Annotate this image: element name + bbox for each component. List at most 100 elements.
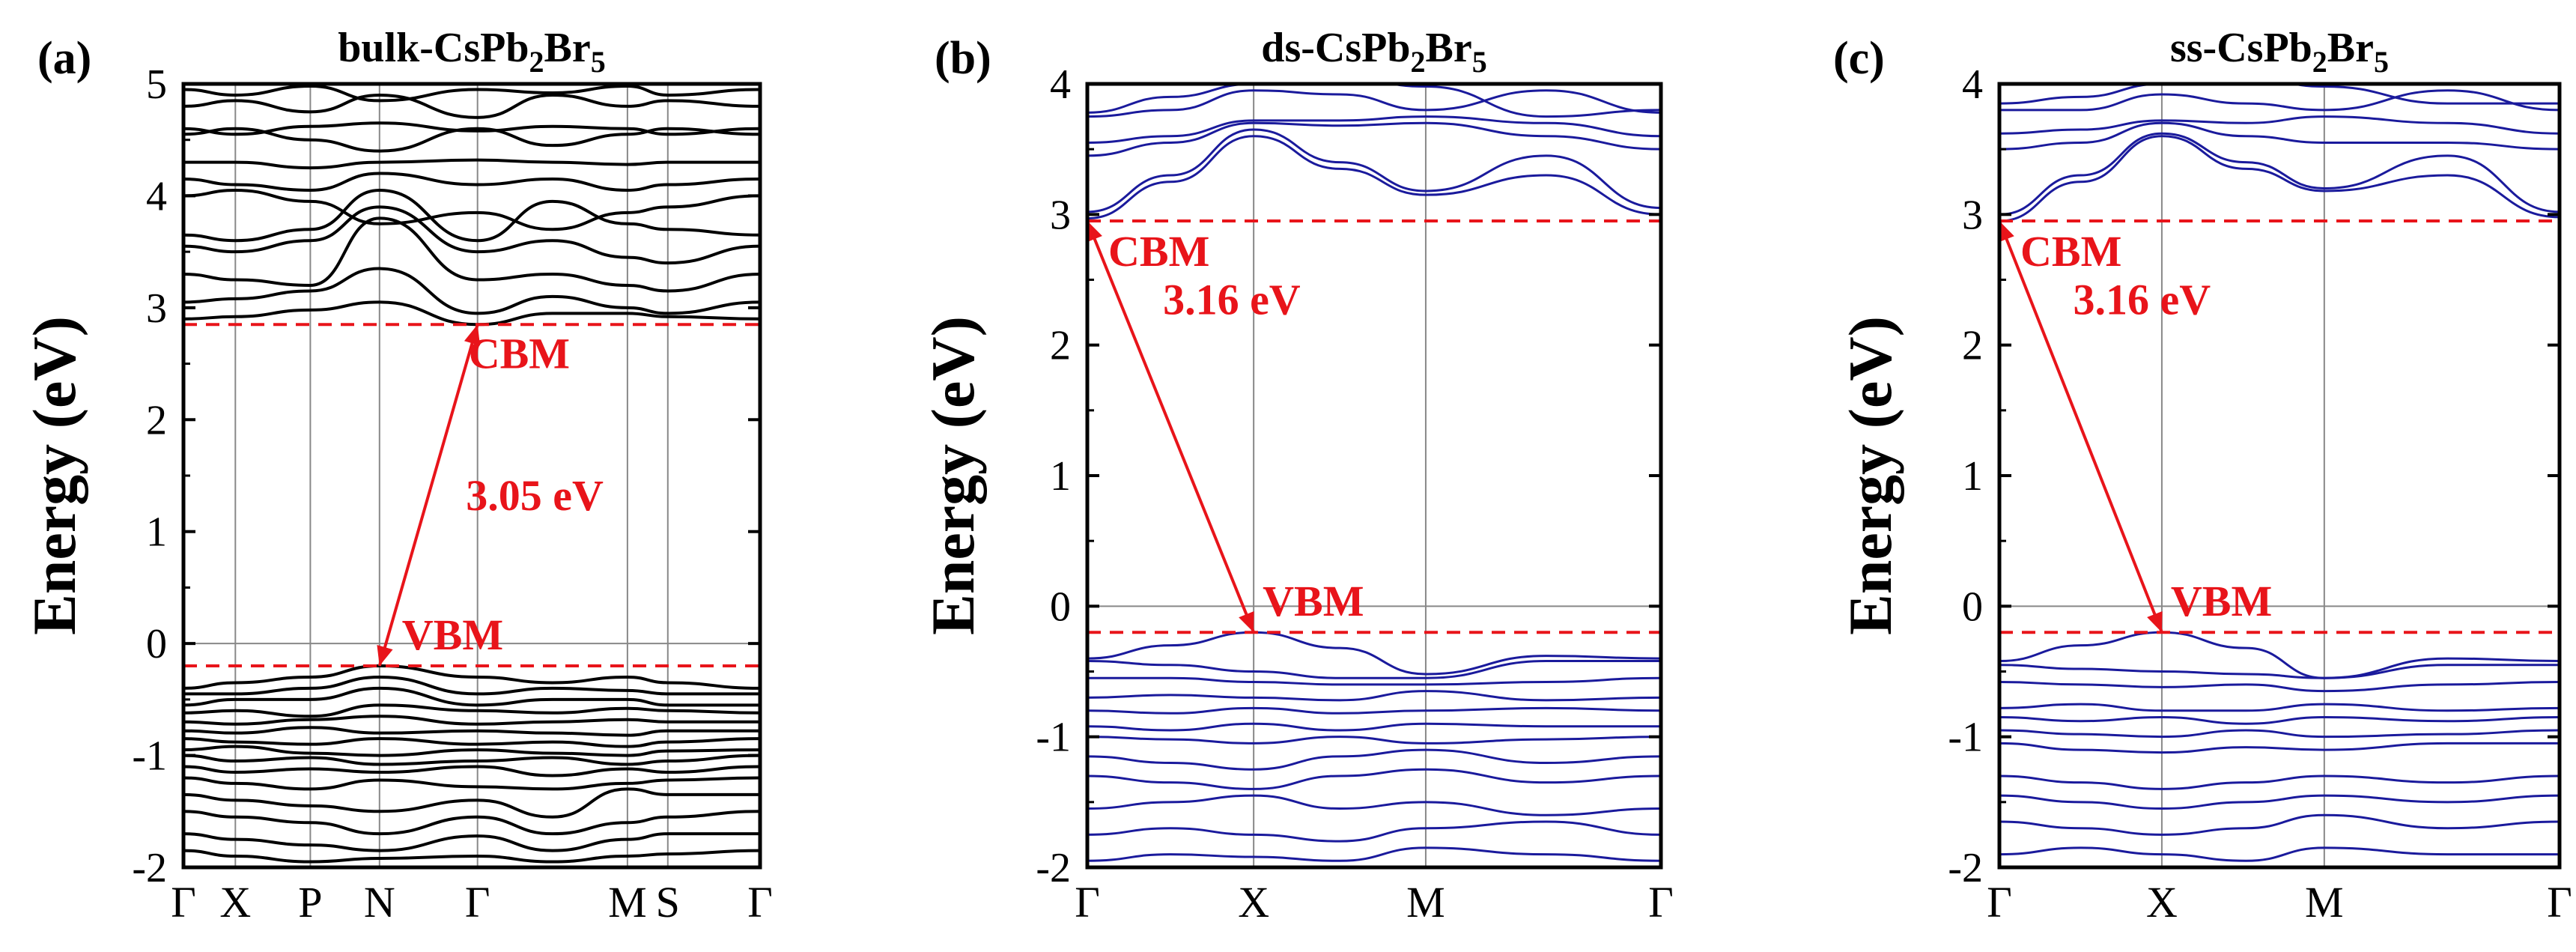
valence-band-line [1999,664,2560,679]
valence-band-line [1999,774,2560,790]
y-tick-label: 4 [1050,61,1071,108]
y-axis-label: Energy (eV) [919,316,987,635]
kpoint-label: Γ [747,878,773,927]
valence-band-line [1999,794,2560,810]
band-gap-value: 3.05 eV [466,471,604,520]
conduction-band-line [183,188,760,231]
y-tick-label: 4 [1962,61,1983,108]
title-text: Br [1425,25,1471,71]
band-gap-arrow [1086,220,1255,633]
kpoint-label: Γ [1075,878,1100,927]
panel-title: bulk-CsPb2Br5 [338,25,605,79]
y-tick-label: -2 [132,845,167,891]
cbm-label: CBM [2020,227,2121,276]
title-text: ds-CsPb [1261,25,1410,71]
valence-band-line [1087,736,1661,745]
band-panel-c: CBM VBM 3.16 eV -2 -1 0 1 2 3 4 Γ X M Γ Energy (eV) (c)… [1833,25,2572,927]
title-subscript: 5 [591,45,606,79]
panel-title: ss-CsPb2Br5 [2170,25,2389,79]
valence-band-line [1087,706,1661,715]
y-tick-label: -1 [1948,715,1983,761]
valence-band-line [183,664,760,690]
valence-band-line [183,776,760,791]
bands [1999,84,2560,862]
conduction-band-line [1087,128,1661,213]
y-tick-label: -1 [132,733,167,780]
conduction-band-line [183,127,760,153]
valence-band-line [183,849,760,864]
band-gap-arrow [377,324,479,667]
conduction-band-line [1999,89,2560,112]
valence-band-line [1087,768,1661,790]
panel-title: ds-CsPb2Br5 [1261,25,1486,79]
valence-band-line [1087,690,1661,702]
conduction-band-line [183,188,760,243]
title-subscript: 5 [2374,45,2389,79]
conduction-band-line [1087,121,1661,157]
valence-band-line [1999,716,2560,725]
band-gap-value: 3.16 eV [2073,276,2211,324]
arrowhead-vbm [2147,610,2163,633]
vbm-label: VBM [1263,577,1364,625]
valence-band-line [183,737,760,748]
valence-band-line [1087,820,1661,843]
valence-band-line [183,686,760,707]
y-tick-label: 0 [1050,583,1071,630]
kpoint-label: M [1406,878,1445,927]
y-tick-label: 0 [1962,583,1983,630]
bands [183,84,760,864]
y-axis-label: Energy (eV) [20,316,88,635]
conduction-band-line [183,84,760,103]
conduction-band-line [1999,84,2560,105]
y-tick-label: 4 [146,173,167,219]
valence-band-line [183,810,760,836]
y-tick-label: 5 [146,61,167,108]
y-axis-label: Energy (eV) [1836,316,1904,635]
arrowhead-vbm [377,645,393,667]
valence-band-line [1999,729,2560,739]
panel-letter: (c) [1833,33,1885,84]
conduction-band-line [1999,132,2560,216]
conduction-band-line [183,158,760,170]
title-text: ss-CsPb [2170,25,2312,71]
arrowhead-cbm [1087,221,1102,243]
band-gap-arrow [1998,220,2163,633]
band-panel-b: CBM VBM 3.16 eV -2 -1 0 1 2 3 4 Γ X M Γ Energy (eV) (b)… [919,25,1674,927]
conduction-band-line [1087,115,1661,144]
y-tick-label: 3 [1050,192,1071,238]
y-tick-label: 2 [1962,323,1983,369]
y-tick-label: 1 [146,509,167,556]
valence-band-line [1087,660,1661,679]
title-subscript: 5 [1472,45,1487,79]
panel-letter: (a) [37,33,91,84]
title-subscript: 2 [1410,45,1425,79]
title-text: bulk-CsPb [338,25,529,71]
valence-band-line [183,754,760,766]
kpoint-label: X [2146,878,2178,927]
y-tick-label: 2 [1050,323,1071,369]
vbm-label: VBM [2171,577,2272,625]
valence-band-line [1999,813,2560,836]
valence-band-line [1999,703,2560,712]
y-tick-label: 1 [1962,453,1983,500]
kpoint-label: Γ [171,878,196,927]
conduction-band-line [183,93,760,119]
valence-band-line [183,675,760,696]
conduction-band-line [1087,84,1661,118]
conduction-band-line [183,216,760,293]
valence-band-line [1087,748,1661,771]
valence-band-line [1087,794,1661,816]
conduction-band-line [1999,121,2560,151]
title-subscript: 2 [2312,45,2327,79]
valence-band-line [1087,846,1661,862]
valence-band-line [183,726,760,737]
panel-letter: (b) [935,33,991,84]
y-tick-label: -2 [1948,845,1983,891]
valence-band-line [183,715,760,726]
title-subscript: 2 [529,45,544,79]
kpoint-label: Γ [465,878,490,927]
kpoint-label: P [298,878,322,927]
y-tick-label: 1 [1050,453,1071,500]
